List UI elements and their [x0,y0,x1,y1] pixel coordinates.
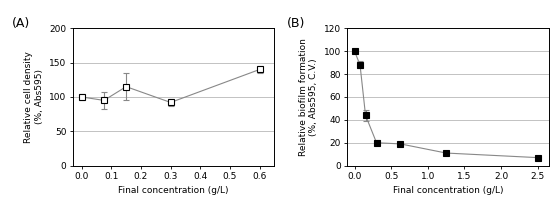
Y-axis label: Relative cell density
(%, Abs595): Relative cell density (%, Abs595) [24,51,44,143]
Text: (A): (A) [12,17,31,30]
X-axis label: Final concentration (g/L): Final concentration (g/L) [393,186,503,196]
Y-axis label: Relative biofilm formation
(%, Abs595, C.V.): Relative biofilm formation (%, Abs595, C… [298,38,318,156]
Text: (B): (B) [287,17,305,30]
X-axis label: Final concentration (g/L): Final concentration (g/L) [118,186,229,196]
